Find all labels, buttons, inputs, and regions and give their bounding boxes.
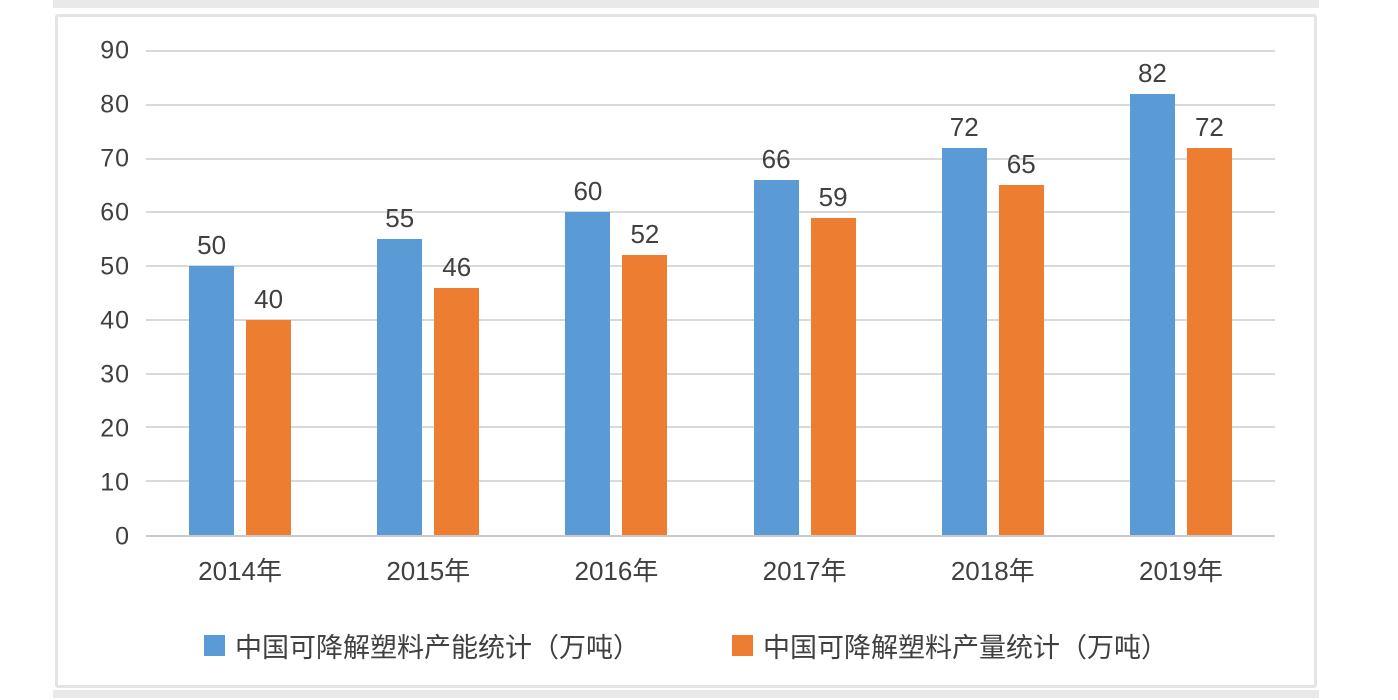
gridline — [146, 103, 1275, 106]
bar-series1-2017年 — [753, 180, 799, 535]
gridline — [146, 265, 1275, 268]
y-axis-label: 60 — [100, 198, 130, 227]
y-axis-label: 0 — [115, 522, 130, 551]
y-axis-label: 90 — [100, 36, 130, 65]
bar-value-label: 65 — [1006, 149, 1036, 180]
gridline — [146, 480, 1275, 483]
bar-value-label: 72 — [1194, 111, 1224, 142]
bar-column: 50 — [189, 51, 235, 535]
legend-entry: 中国可降解塑料产能统计（万吨） — [204, 626, 640, 665]
bar-group-2016年: 60 52 — [522, 51, 710, 535]
bar-value-label: 59 — [818, 181, 848, 212]
x-axis: 2014年 2015年 2016年 2017年 2018年 2019年 — [146, 547, 1275, 591]
gridline — [146, 211, 1275, 214]
gridline — [146, 50, 1275, 52]
x-axis-label: 2019年 — [1139, 555, 1223, 586]
y-axis: 0 10 20 30 40 50 60 70 80 90 — [58, 37, 130, 551]
bar-column: 65 — [998, 51, 1044, 535]
bar-series1-2016年 — [565, 212, 611, 535]
plot-area: 50 40 55 46 60 52 66 59 72 65 82 72 — [146, 50, 1275, 537]
bar-series2-2016年 — [622, 255, 668, 535]
legend-swatch-icon — [732, 634, 753, 656]
bar-value-label: 52 — [630, 219, 660, 250]
x-axis-label: 2018年 — [950, 555, 1035, 586]
bar-value-label: 60 — [573, 176, 603, 207]
bar-column: 72 — [941, 51, 987, 535]
bar-value-label: 82 — [1137, 58, 1167, 89]
legend: 中国可降解塑料产能统计（万吨） 中国可降解塑料产量统计（万吨） — [58, 617, 1314, 673]
legend-entry: 中国可降解塑料产量统计（万吨） — [732, 626, 1168, 665]
y-axis-label: 30 — [100, 360, 130, 389]
bar-value-label: 72 — [949, 111, 979, 142]
bar-series1-2014年 — [189, 266, 235, 535]
gridline — [146, 318, 1275, 321]
bar-series2-2017年 — [810, 217, 856, 535]
bar-column: 60 — [565, 51, 611, 535]
bar-value-label: 40 — [254, 283, 284, 314]
bar-series1-2015年 — [377, 239, 423, 535]
bar-column: 40 — [246, 51, 292, 535]
x-axis-label: 2014年 — [198, 555, 282, 586]
y-axis-label: 10 — [100, 468, 130, 497]
bar-group-2019年: 82 72 — [1087, 51, 1275, 535]
y-axis-label: 40 — [100, 306, 130, 335]
bar-group-2017年: 66 59 — [711, 51, 899, 535]
gridline — [146, 426, 1275, 429]
y-axis-label: 50 — [100, 252, 130, 281]
bar-column: 46 — [434, 51, 480, 535]
bar-series2-2019年 — [1186, 147, 1232, 535]
bar-column: 72 — [1186, 51, 1232, 535]
y-axis-label: 20 — [100, 414, 130, 443]
legend-label: 中国可降解塑料产量统计（万吨） — [763, 632, 1168, 663]
gridline — [146, 157, 1275, 160]
gridline — [146, 372, 1275, 375]
bar-column: 82 — [1129, 51, 1175, 535]
bar-value-label: 66 — [761, 144, 791, 175]
bar-group-2018年: 72 65 — [899, 51, 1087, 535]
bar-series1-2019年 — [1129, 94, 1175, 535]
x-axis-label: 2015年 — [386, 555, 471, 586]
x-axis-label: 2016年 — [574, 555, 659, 586]
bar-column: 66 — [753, 51, 799, 535]
bar-column: 52 — [622, 51, 668, 535]
bar-value-label: 46 — [442, 251, 472, 282]
bar-column: 55 — [377, 51, 423, 535]
window-edge-top — [53, 0, 1319, 8]
x-axis-label: 2017年 — [762, 555, 847, 586]
y-axis-label: 80 — [100, 90, 130, 119]
bar-groups: 50 40 55 46 60 52 66 59 72 65 82 72 — [146, 51, 1275, 535]
bar-value-label: 50 — [197, 230, 227, 261]
legend-label: 中国可降解塑料产能统计（万吨） — [235, 632, 640, 663]
bar-group-2014年: 50 40 — [146, 51, 334, 535]
window-edge-bottom — [53, 690, 1319, 698]
bar-series2-2014年 — [246, 319, 292, 535]
y-axis-label: 70 — [100, 144, 130, 173]
bar-series2-2018年 — [998, 185, 1044, 535]
bar-series1-2018年 — [941, 147, 987, 535]
legend-swatch-icon — [204, 634, 225, 656]
bar-series2-2015年 — [434, 287, 480, 535]
bar-value-label: 55 — [385, 203, 415, 234]
bar-column: 59 — [810, 51, 856, 535]
bar-group-2015年: 55 46 — [334, 51, 522, 535]
chart-container: 0 10 20 30 40 50 60 70 80 90 50 40 55 46 60 52 66 59 72 65… — [55, 14, 1317, 688]
